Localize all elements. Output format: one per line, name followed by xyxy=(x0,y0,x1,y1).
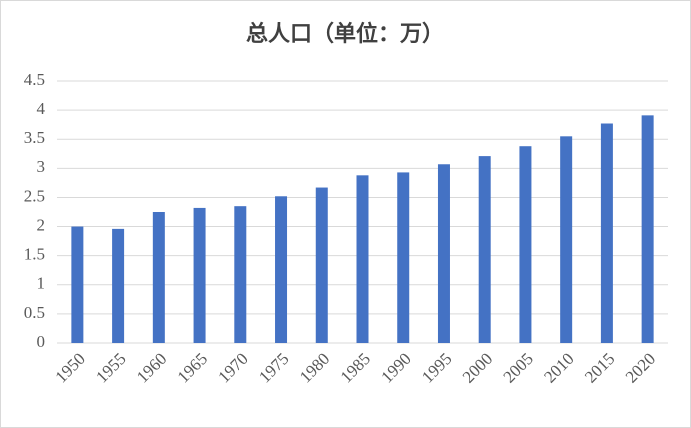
bar xyxy=(397,172,410,343)
bar xyxy=(600,123,613,343)
bar xyxy=(641,115,654,344)
y-tick-label: 3.5 xyxy=(24,128,45,147)
bar xyxy=(478,156,491,343)
bar xyxy=(234,206,247,343)
bar xyxy=(437,164,450,343)
bar xyxy=(71,226,84,343)
bar xyxy=(560,136,573,343)
y-tick-label: 4.5 xyxy=(24,70,45,89)
bar xyxy=(275,196,288,343)
y-tick-label: 3 xyxy=(37,157,46,176)
bar xyxy=(193,207,206,343)
bar xyxy=(152,212,165,343)
bar xyxy=(112,228,125,343)
y-tick-label: 0.5 xyxy=(24,303,45,322)
y-tick-label: 0 xyxy=(37,332,46,351)
chart-title: 总人口（单位：万） xyxy=(246,21,444,46)
y-tick-label: 1.5 xyxy=(24,245,45,264)
y-tick-label: 4 xyxy=(37,99,46,118)
y-tick-label: 1 xyxy=(37,274,46,293)
bar xyxy=(356,175,369,343)
bar xyxy=(315,187,328,343)
y-tick-label: 2.5 xyxy=(24,186,45,205)
bar xyxy=(519,146,532,343)
y-tick-label: 2 xyxy=(37,215,46,234)
